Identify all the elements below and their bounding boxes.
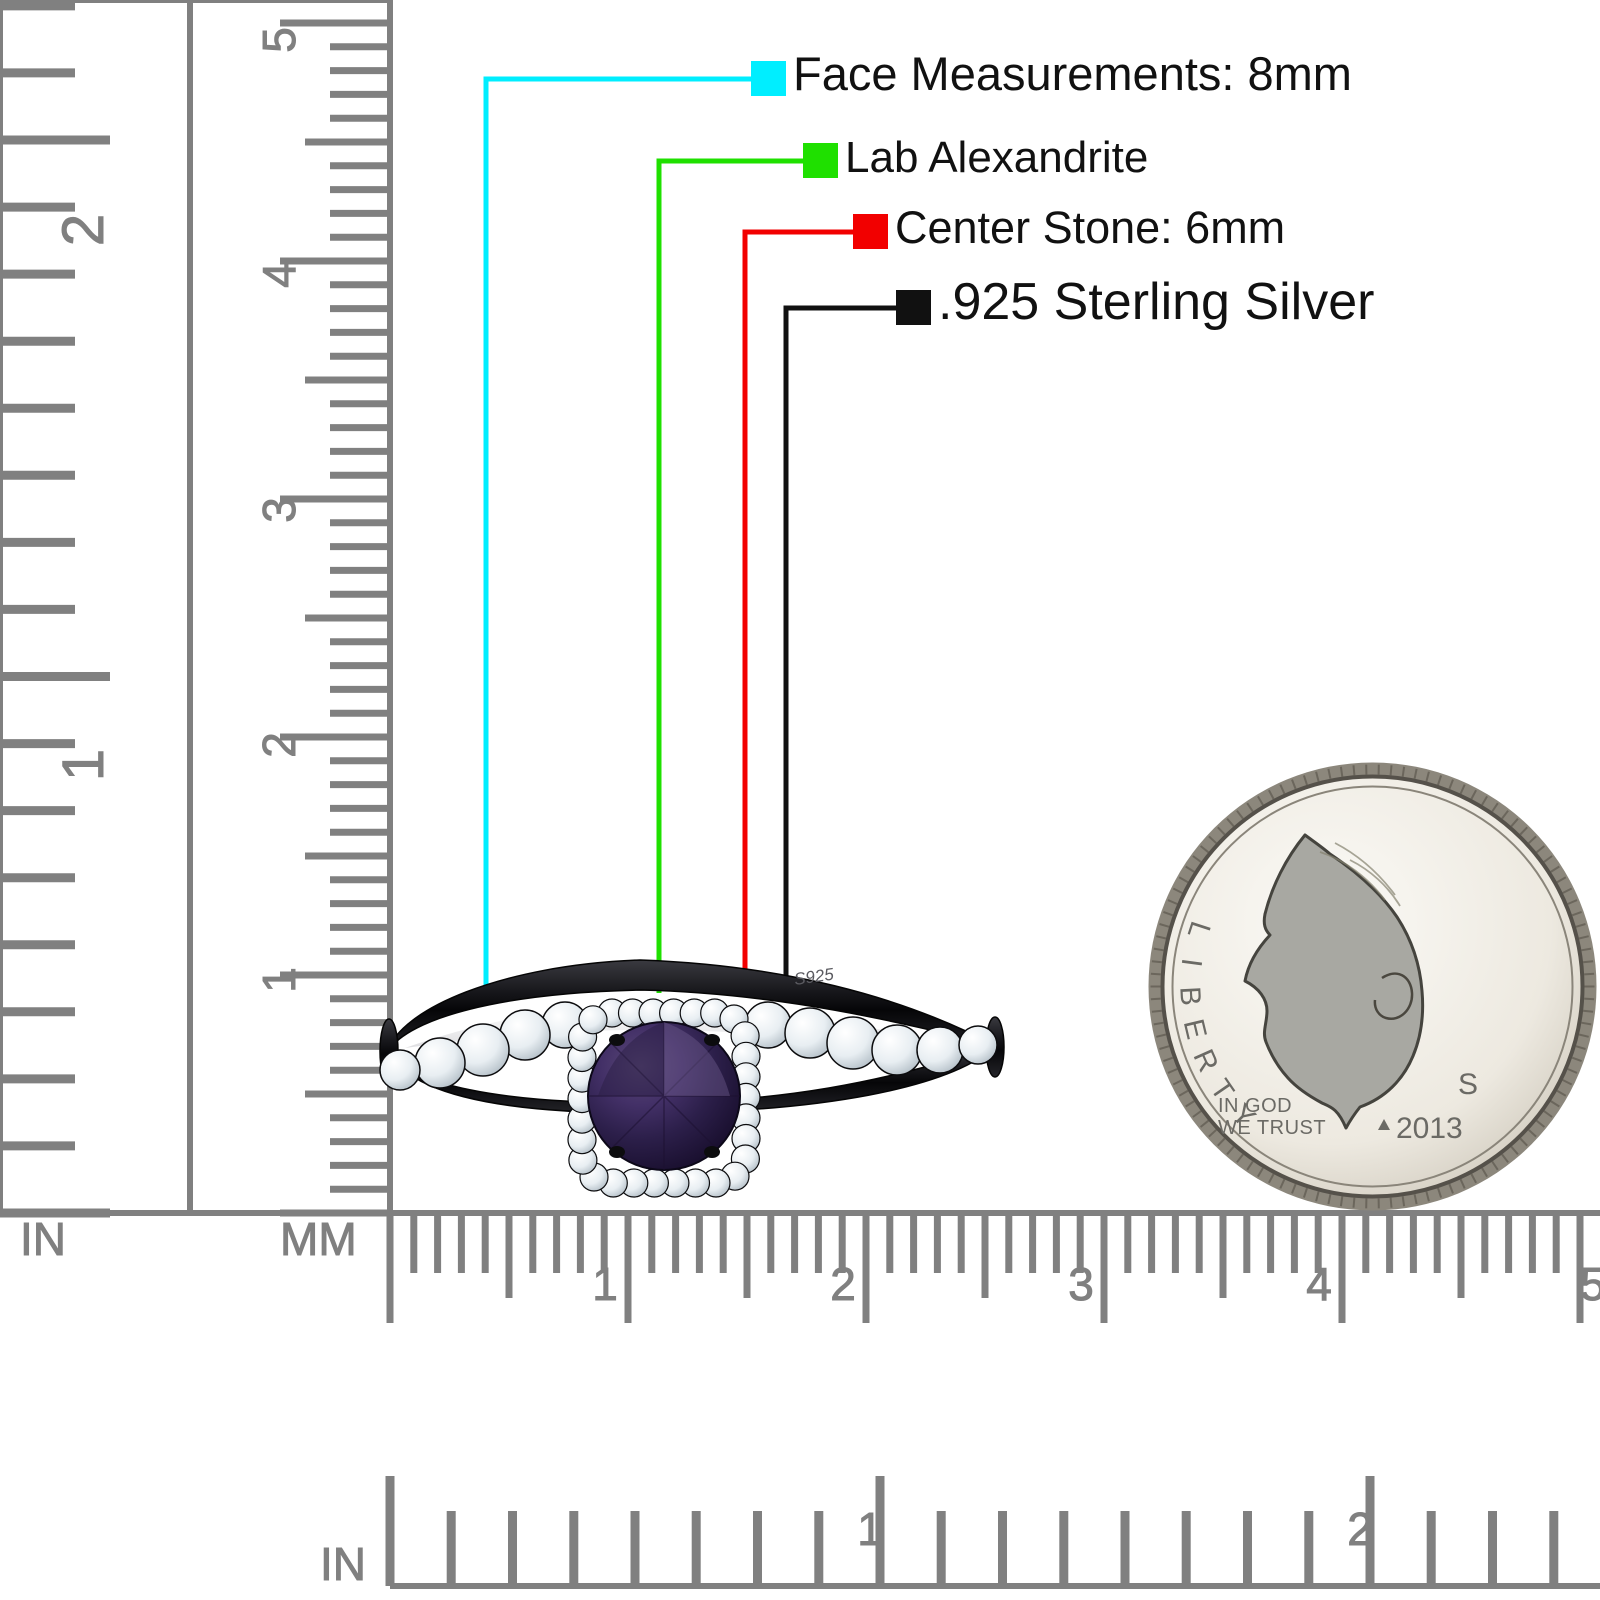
svg-text:4: 4 — [253, 262, 305, 288]
svg-text:MM: MM — [280, 1213, 357, 1265]
svg-text:5: 5 — [253, 27, 305, 53]
svg-text:1: 1 — [253, 967, 305, 993]
svg-text:2: 2 — [1347, 1503, 1373, 1555]
svg-text:.925 Sterling Silver: .925 Sterling Silver — [938, 273, 1374, 331]
svg-text:IN: IN — [20, 1213, 66, 1265]
svg-text:3: 3 — [1068, 1258, 1094, 1310]
svg-text:IN GOD: IN GOD — [1218, 1095, 1292, 1117]
svg-text:1: 1 — [592, 1258, 618, 1310]
svg-text:2: 2 — [51, 214, 116, 246]
svg-text:1: 1 — [51, 749, 116, 781]
svg-text:Face Measurements: 8mm: Face Measurements: 8mm — [793, 47, 1352, 100]
svg-text:Lab Alexandrite: Lab Alexandrite — [845, 133, 1148, 182]
svg-text:IN: IN — [320, 1538, 366, 1590]
svg-text:1: 1 — [857, 1503, 883, 1555]
svg-text:4: 4 — [1306, 1258, 1332, 1310]
svg-text:5: 5 — [1580, 1258, 1600, 1310]
svg-text:3: 3 — [253, 497, 305, 523]
svg-text:WE TRUST: WE TRUST — [1218, 1117, 1326, 1139]
svg-text:B: B — [1173, 986, 1206, 1007]
svg-text:2013: 2013 — [1396, 1112, 1463, 1145]
svg-text:2: 2 — [253, 732, 305, 758]
svg-text:S: S — [1458, 1068, 1478, 1101]
svg-text:Center Stone: 6mm: Center Stone: 6mm — [895, 202, 1285, 253]
svg-text:2: 2 — [830, 1258, 856, 1310]
